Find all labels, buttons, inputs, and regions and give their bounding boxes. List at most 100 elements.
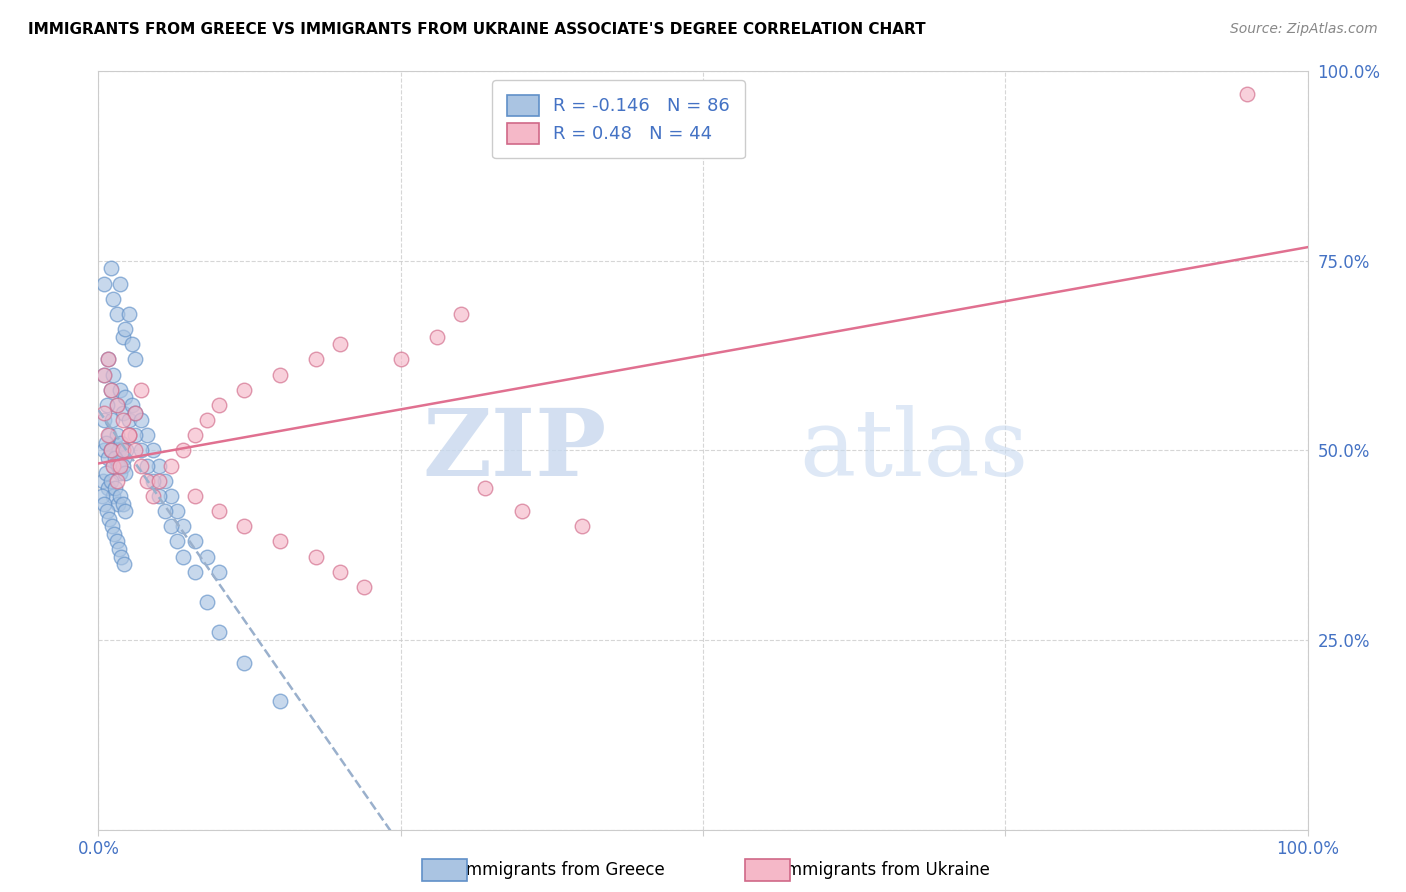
Point (111, 496, 134, 510)
Text: atlas: atlas (800, 406, 1029, 495)
Text: Immigrants from Ukraine: Immigrants from Ukraine (782, 861, 990, 879)
Point (101, 368, 124, 382)
Point (135, 458, 157, 473)
Point (114, 504, 136, 518)
Point (105, 474, 128, 488)
Point (108, 467, 131, 481)
Point (153, 474, 176, 488)
Point (112, 451, 135, 466)
Point (93, 368, 115, 382)
Point (100, 443, 122, 458)
Text: Immigrants from Greece: Immigrants from Greece (461, 861, 664, 879)
Point (111, 413, 134, 427)
Point (98, 428, 121, 442)
Point (107, 458, 129, 473)
Point (115, 443, 138, 458)
Point (96, 398, 118, 412)
Point (108, 443, 131, 458)
Point (148, 474, 170, 488)
Point (184, 428, 207, 442)
Point (153, 504, 176, 518)
Point (232, 383, 254, 397)
Point (208, 565, 231, 579)
Point (93, 405, 115, 420)
Point (166, 504, 188, 518)
Point (101, 292, 124, 306)
Point (114, 391, 136, 405)
Point (114, 322, 136, 336)
Point (195, 595, 218, 609)
Point (1236, 87, 1258, 102)
Point (108, 458, 131, 473)
Point (208, 625, 231, 640)
Point (101, 458, 124, 473)
Point (97, 428, 120, 442)
Point (166, 534, 188, 549)
Point (450, 307, 472, 321)
Point (121, 337, 143, 351)
Point (329, 565, 352, 579)
Point (510, 504, 533, 518)
Point (101, 458, 124, 473)
Point (110, 549, 132, 564)
Point (129, 458, 152, 473)
Point (184, 489, 207, 503)
Point (114, 467, 136, 481)
Point (105, 428, 128, 442)
Point (94, 436, 117, 450)
Point (108, 277, 131, 291)
Point (91, 474, 114, 488)
Point (124, 405, 146, 420)
Point (142, 489, 165, 503)
Point (118, 428, 141, 442)
Point (108, 542, 131, 557)
Point (96, 504, 118, 518)
Point (184, 565, 207, 579)
Point (105, 534, 128, 549)
Text: Source: ZipAtlas.com: Source: ZipAtlas.com (1230, 22, 1378, 37)
Point (172, 549, 194, 564)
Point (111, 405, 134, 420)
Point (195, 549, 218, 564)
Point (129, 383, 152, 397)
Point (93, 368, 115, 382)
Text: ZIP: ZIP (422, 406, 606, 495)
Point (94, 467, 117, 481)
Point (97, 352, 120, 367)
Point (107, 496, 129, 510)
Point (124, 428, 146, 442)
Point (104, 451, 127, 466)
Point (142, 443, 165, 458)
Point (112, 557, 135, 572)
Point (100, 383, 122, 397)
Point (111, 443, 134, 458)
Point (105, 398, 128, 412)
Point (97, 451, 120, 466)
Point (129, 413, 152, 427)
Point (389, 352, 412, 367)
Point (93, 413, 115, 427)
Point (135, 428, 157, 442)
Point (93, 443, 115, 458)
Point (111, 458, 134, 473)
Point (100, 261, 122, 276)
Point (148, 489, 170, 503)
Point (100, 474, 122, 488)
Point (353, 580, 375, 594)
Point (208, 504, 231, 518)
Point (232, 656, 254, 670)
Point (98, 512, 121, 526)
Point (232, 519, 254, 533)
Point (172, 443, 194, 458)
Point (305, 352, 328, 367)
Point (97, 482, 120, 496)
Point (118, 428, 141, 442)
Point (105, 307, 128, 321)
Point (269, 694, 291, 708)
Point (208, 398, 231, 412)
Point (184, 534, 207, 549)
Point (124, 443, 146, 458)
Point (269, 368, 291, 382)
Point (172, 519, 194, 533)
Point (135, 474, 157, 488)
